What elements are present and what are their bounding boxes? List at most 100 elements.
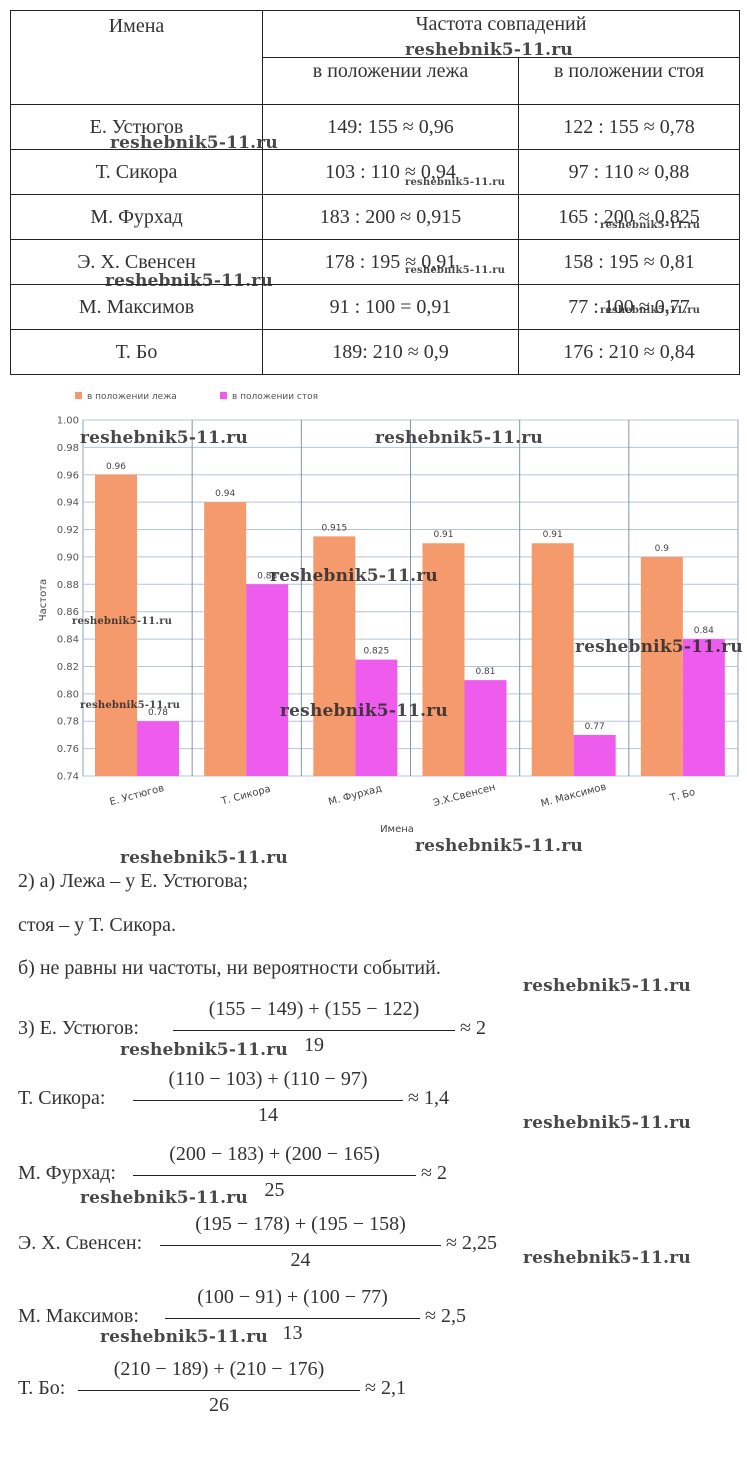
x-tick-label: Э.Х.Свенсен	[432, 782, 497, 809]
table-row: М. Фурхад 183 : 200 ≈ 0,915 165 : 200 ≈ 0,…	[10, 194, 741, 240]
y-tick-label: 0.94	[57, 498, 79, 509]
table-cell: 183 : 200 ≈ 0,915	[262, 194, 519, 240]
result: ≈ 2	[460, 1017, 486, 1039]
bar	[682, 639, 725, 776]
table-row: Т. Сикора 103 : 110 ≈ 0,94 97 : 110 ≈ 0,88	[10, 149, 741, 195]
x-tick-label: М. Максимов	[540, 782, 608, 810]
fraction-line	[173, 1030, 455, 1031]
bar	[464, 680, 507, 776]
result: ≈ 2,1	[365, 1377, 406, 1399]
result: ≈ 1,4	[408, 1087, 449, 1109]
answer-label: М. Максимов:	[18, 1305, 139, 1327]
table-cell: 77 : 100 ≈ 0,77	[517, 284, 741, 330]
answer-label: М. Фурхад:	[18, 1162, 116, 1184]
header-row: Имена Частота совпадений	[10, 10, 741, 105]
bar	[204, 502, 247, 776]
header-cell: в положении стоя	[517, 57, 741, 105]
table-cell: 97 : 110 ≈ 0,88	[517, 149, 741, 195]
watermark: reshebnik5-11.ru	[523, 1113, 691, 1133]
answer-line: стоя – у Т. Сикора.	[18, 914, 177, 936]
table-row: Е. Устюгов 149: 155 ≈ 0,96 122 : 155 ≈ 0,7…	[10, 104, 741, 150]
denominator: 14	[258, 1104, 278, 1126]
bar	[422, 543, 465, 776]
table-cell: 149: 155 ≈ 0,96	[262, 104, 519, 150]
answer-label: Э. Х. Свенсен:	[18, 1232, 143, 1254]
bar	[640, 556, 683, 776]
table-cell: Э. Х. Свенсен	[10, 239, 263, 285]
bar	[313, 536, 356, 776]
watermark: reshebnik5-11.ru	[523, 1248, 691, 1268]
y-tick-label: 0.98	[57, 443, 79, 454]
denominator: 19	[304, 1034, 324, 1056]
bar	[531, 543, 574, 776]
table-cell: 122 : 155 ≈ 0,78	[517, 104, 741, 150]
y-tick-label: 0.96	[57, 470, 79, 481]
fraction-line	[165, 1318, 420, 1319]
legend-label: в положении стоя	[232, 392, 318, 402]
denominator: 25	[264, 1179, 285, 1201]
answer-label: Т. Сикора:	[18, 1087, 106, 1109]
denominator: 26	[209, 1394, 229, 1416]
y-tick-label: 0.74	[57, 772, 79, 783]
value-label: 0.81	[475, 667, 495, 677]
numerator: (100 − 91) + (100 − 77)	[197, 1286, 388, 1308]
table-cell: Е. Устюгов	[10, 104, 263, 150]
header-cell: Частота совпадений	[261, 10, 741, 58]
table-body: Имена Частота совпадений в положении леж…	[10, 10, 741, 375]
result: ≈ 2	[421, 1162, 447, 1184]
watermark: reshebnik5-11.ru	[523, 976, 691, 996]
table-cell: 165 : 200 ≈ 0,825	[517, 194, 741, 240]
answer-line: б) не равны ни частоты, ни вероятности с…	[18, 957, 441, 979]
numerator: (200 − 183) + (200 − 165)	[169, 1143, 380, 1165]
value-label: 0.88	[257, 571, 277, 581]
table-row: Т. Бо 189: 210 ≈ 0,9 176 : 210 ≈ 0,84	[10, 329, 741, 375]
result: ≈ 2,5	[425, 1305, 466, 1327]
table-cell: 91 : 100 = 0,91	[262, 284, 519, 330]
answer-line: 2) а) Лежа – у Е. Устюгова;	[18, 870, 249, 892]
value-label: 0.94	[215, 489, 235, 499]
result: ≈ 2,25	[446, 1232, 497, 1254]
y-tick-label: 0.80	[57, 689, 79, 700]
table-cell: 189: 210 ≈ 0,9	[262, 329, 519, 375]
value-label: 0.91	[433, 530, 453, 540]
y-tick-label: 1.00	[57, 416, 79, 427]
fraction-line	[160, 1245, 441, 1246]
numerator: (155 − 149) + (155 − 122)	[208, 998, 420, 1020]
value-label: 0.78	[148, 708, 168, 718]
x-tick-label: Е. Устюгов	[109, 783, 166, 808]
y-tick-label: 0.78	[57, 717, 79, 728]
numerator: (195 − 178) + (195 − 158)	[195, 1213, 406, 1235]
x-tick-label: Т. Сикора	[219, 784, 272, 808]
y-tick-label: 0.92	[57, 525, 79, 536]
fraction-line	[78, 1390, 360, 1391]
watermark: reshebnik5-11.ru	[120, 848, 288, 868]
bar	[355, 659, 398, 776]
value-label: 0.915	[321, 523, 347, 533]
value-label: 0.91	[543, 530, 563, 540]
table-cell: 103 : 110 ≈ 0,94	[262, 149, 519, 195]
value-label: 0.825	[363, 647, 389, 657]
value-label: 0.96	[106, 462, 126, 472]
header-cell: Имена	[10, 10, 263, 105]
y-tick-label: 0.88	[57, 580, 79, 591]
table-cell: М. Фурхад	[10, 194, 263, 240]
table-cell: Т. Бо	[10, 329, 263, 375]
answer-label: 3) Е. Устюгов:	[18, 1017, 139, 1039]
denominator: 24	[290, 1249, 311, 1271]
chart: 0.74 0.76 0.78 0.80 0.82 0.84 0.86 0.88 0.90 0.92…	[38, 392, 739, 835]
y-tick-label: 0.82	[57, 662, 79, 673]
denominator: 13	[282, 1322, 303, 1344]
numerator: (210 − 189) + (210 − 176)	[113, 1358, 325, 1380]
x-tick-label: Т. Бо	[668, 787, 696, 804]
answer-label: Т. Бо:	[18, 1377, 66, 1399]
bar	[95, 474, 137, 776]
y-tick-label: 0.84	[57, 635, 79, 646]
table-cell: М. Максимов	[10, 284, 263, 330]
y-axis-label: Частота	[38, 579, 49, 621]
table-cell: Т. Сикора	[10, 149, 263, 195]
legend-swatch	[220, 392, 227, 399]
table-cell: 178 : 195 ≈ 0,91	[262, 239, 519, 285]
x-axis-label: Имена	[380, 824, 414, 835]
legend-label: в положении лежа	[87, 392, 177, 402]
